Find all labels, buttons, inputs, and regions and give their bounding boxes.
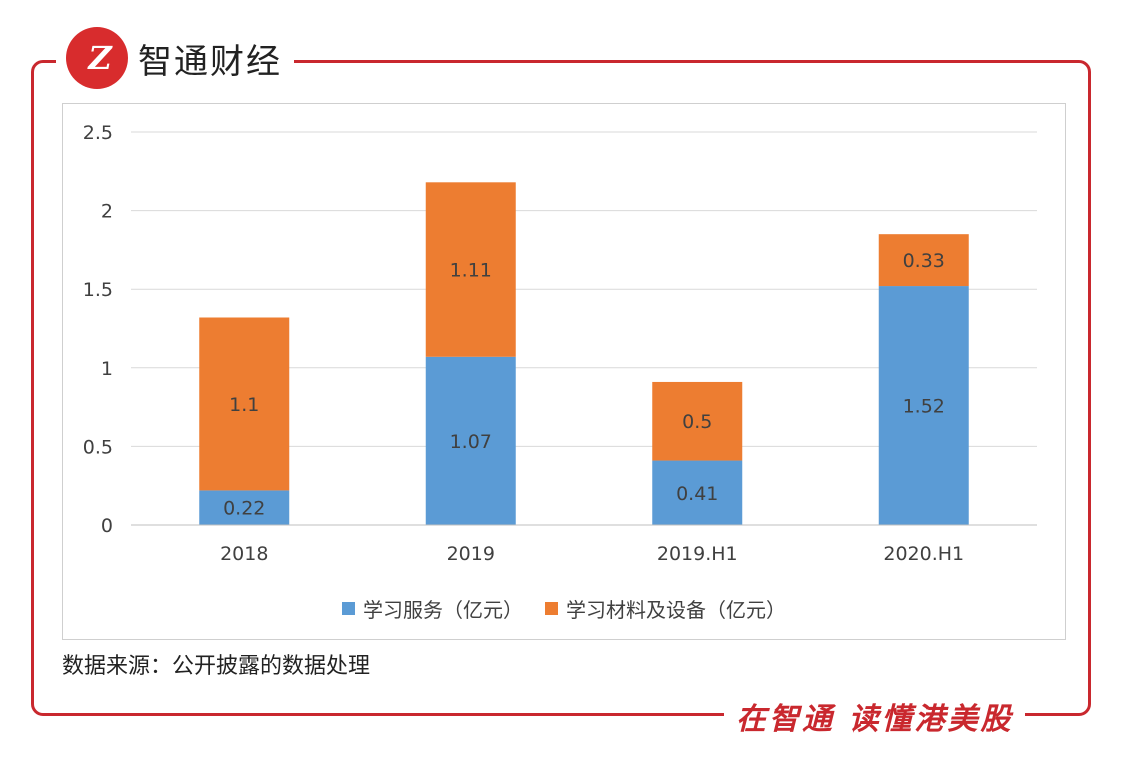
- brand-name: 智通财经: [138, 41, 282, 82]
- data-label: 0.33: [903, 250, 945, 272]
- data-label: 1.1: [229, 394, 259, 416]
- data-label: 1.52: [903, 396, 945, 418]
- y-tick-label: 0.5: [83, 436, 113, 458]
- data-label: 0.22: [223, 498, 265, 520]
- data-label: 1.07: [450, 431, 492, 453]
- y-tick-label: 2.5: [83, 122, 113, 144]
- bar-material-2: [652, 381, 743, 461]
- data-label: 1.11: [450, 260, 492, 282]
- outer-frame: [31, 60, 1091, 716]
- y-tick-label: 1: [101, 358, 113, 380]
- legend-swatch-series1: [342, 602, 355, 615]
- chart-legend: 学习服务（亿元） 学习材料及设备（亿元）: [63, 594, 1065, 623]
- bar-material-1: [425, 182, 516, 357]
- data-label: 0.5: [682, 411, 712, 433]
- y-tick-label: 2: [101, 201, 113, 223]
- legend-swatch-series2: [545, 602, 558, 615]
- slogan: 在智通 读懂港美股: [724, 694, 1026, 738]
- legend-label-series1: 学习服务（亿元）: [363, 598, 523, 622]
- stacked-bar-chart: 00.511.522.50.221.120181.071.1120190.410…: [83, 122, 1037, 565]
- source-note: 数据来源：公开披露的数据处理: [62, 654, 371, 679]
- bar-material-0: [199, 317, 290, 491]
- legend-label-series2: 学习材料及设备（亿元）: [566, 598, 786, 622]
- y-tick-label: 0: [101, 515, 113, 537]
- bar-service-2: [652, 460, 743, 525]
- brand-header: Z 智通财经: [56, 20, 294, 96]
- x-tick-label: 2019: [447, 543, 495, 565]
- legend-item-series2: 学习材料及设备（亿元）: [545, 594, 786, 623]
- x-tick-label: 2018: [220, 543, 268, 565]
- brand-logo: Z: [66, 27, 128, 89]
- bar-service-0: [199, 490, 290, 525]
- chart-area: 0 0.5 1 1.5 2 2.5 0.22 1.1 2018 1.07 1.11 2019 0.41 0…: [62, 103, 1066, 640]
- data-label: 0.41: [676, 483, 718, 505]
- bar-material-3: [878, 234, 969, 287]
- y-tick-label: 1.5: [83, 279, 113, 301]
- bar-service-1: [425, 356, 516, 525]
- logo-text: Z: [88, 39, 111, 77]
- x-tick-label: 2020.H1: [883, 543, 964, 565]
- x-tick-label: 2019.H1: [657, 543, 738, 565]
- bar-service-3: [878, 286, 969, 525]
- legend-item-series1: 学习服务（亿元）: [342, 594, 523, 623]
